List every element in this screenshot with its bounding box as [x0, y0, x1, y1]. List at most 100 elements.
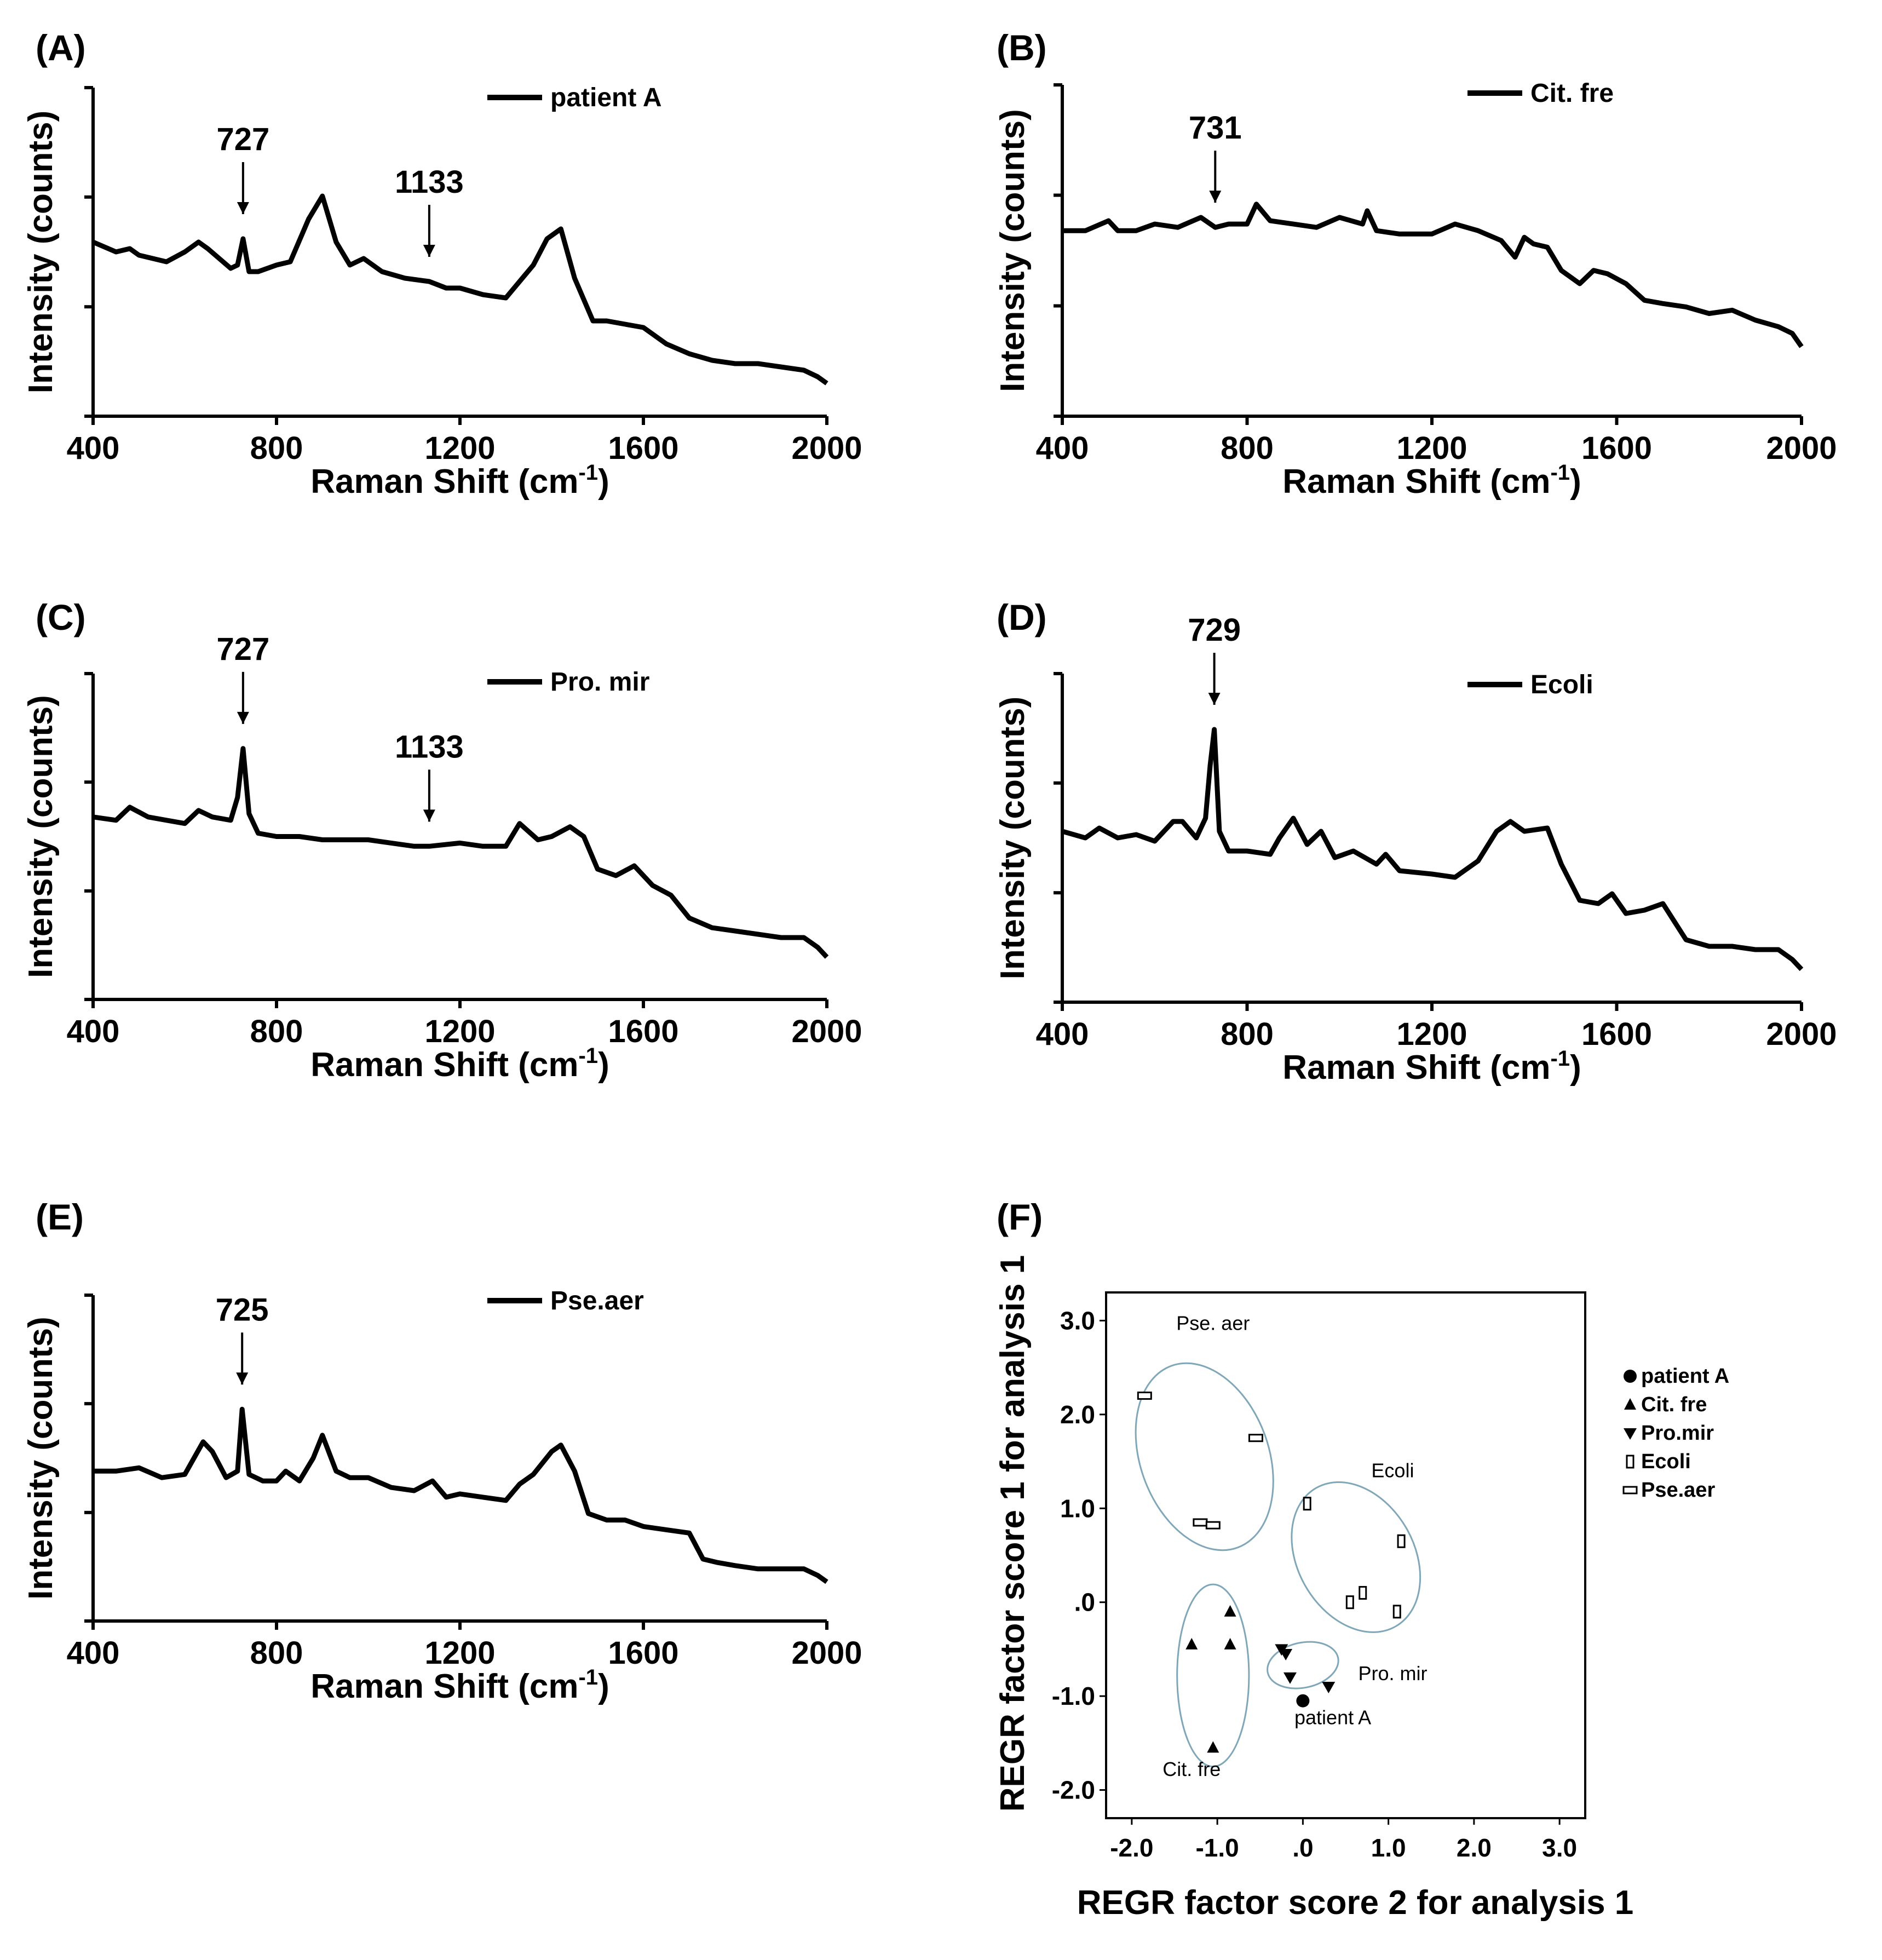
y-tick-label: 1.0 [1060, 1494, 1095, 1522]
peak-arrow-head [1209, 191, 1222, 203]
peak-label: 729 [1188, 612, 1241, 648]
y-axis-title: Intensity (counts) [22, 111, 60, 394]
peak-label: 731 [1189, 110, 1242, 146]
x-tick-label: 2000 [791, 1635, 862, 1671]
cluster-ellipse [1176, 1583, 1250, 1768]
scatter-point [1193, 1518, 1208, 1527]
panel-label: (F) [997, 1197, 1043, 1237]
x-tick-label: 800 [1221, 1016, 1274, 1052]
cluster-ellipse [1291, 1481, 1421, 1633]
scatter-point [1359, 1586, 1367, 1600]
legend-label: patient A [1641, 1365, 1729, 1388]
x-tick-label: .0 [1292, 1833, 1313, 1862]
x-tick-label: 2.0 [1457, 1833, 1492, 1862]
cluster-label: Pse. aer [1176, 1312, 1250, 1335]
cluster-label: Cit. fre [1162, 1758, 1221, 1780]
x-tick-label: 1200 [1396, 430, 1467, 466]
panel-label: (B) [997, 27, 1047, 68]
x-tick-label: 1200 [424, 1014, 495, 1049]
peak-label: 1133 [395, 164, 464, 200]
y-tick-label: .0 [1074, 1588, 1095, 1617]
x-tick-label: 400 [1036, 430, 1089, 466]
x-tick-label: 2000 [1766, 430, 1837, 466]
x-tick-label: 2000 [791, 1014, 862, 1049]
scatter-point [1397, 1534, 1406, 1548]
scatter-frame [1105, 1291, 1586, 1819]
x-tick-label: 3.0 [1542, 1833, 1577, 1862]
legend-label: Pse.aer [1641, 1479, 1715, 1502]
scatter-point [1224, 1605, 1236, 1617]
legend-label: Pro.mir [1641, 1422, 1714, 1445]
cluster-label: patient A [1294, 1706, 1371, 1729]
y-tick-label: 2.0 [1060, 1400, 1095, 1429]
x-tick-label: 1600 [608, 1635, 678, 1671]
x-tick-label: 1200 [424, 430, 495, 466]
legend-label: Cit. fre [1641, 1393, 1707, 1416]
panel-label: (A) [36, 27, 86, 68]
panel-f: (F) -2.0 -1.0 .0 1.0 2.0 3.0 -2.0 -1.0 .0 1.0 2.0 3.… [994, 1197, 1729, 1922]
panel-c: (C) 400 800 1200 1600 2000 Raman Shift (cm-1) I… [22, 597, 862, 1084]
legend-label: Cit. fre [1530, 79, 1614, 108]
x-tick-label: 1600 [1581, 430, 1652, 466]
peak-arrow-head [423, 245, 435, 257]
spectrum-line [1062, 202, 1804, 348]
scatter-point [1345, 1595, 1354, 1610]
y-axis-title: Intensity (counts) [994, 697, 1032, 980]
x-axis-title-close: ) [598, 1046, 609, 1084]
x-axis-title-main: Raman Shift (cm [310, 1046, 578, 1084]
scatter-point [1224, 1637, 1236, 1649]
scatter-point [1296, 1694, 1310, 1708]
x-tick-label: 400 [67, 1014, 120, 1049]
legend-label: patient A [550, 83, 662, 112]
scatter-point [1207, 1741, 1219, 1753]
scatter-point [1248, 1434, 1263, 1442]
x-axis-title-close: ) [1570, 463, 1581, 501]
legend-marker [1624, 1428, 1637, 1440]
y-axis-title: Intensity (counts) [22, 695, 60, 978]
spectrum-line [92, 193, 828, 386]
peak-arrow-head [237, 202, 249, 214]
peak-arrow-head [237, 711, 249, 724]
y-axis-title: Intensity (counts) [994, 109, 1032, 392]
peak-arrow-head [1208, 693, 1221, 705]
legend-marker [1622, 1486, 1638, 1495]
x-axis-title-close: ) [598, 463, 609, 501]
x-axis-title: REGR factor score 2 for analysis 1 [1077, 1884, 1634, 1922]
y-axis-title: Intensity (counts) [22, 1317, 60, 1600]
legend-label: Ecoli [1530, 670, 1593, 699]
x-axis-title-superscript: -1 [578, 461, 598, 485]
scatter-point [1185, 1637, 1198, 1649]
x-tick-label: 400 [67, 430, 120, 466]
peak-label: 727 [216, 122, 269, 157]
x-tick-label: 1600 [1581, 1016, 1652, 1052]
x-axis-title: Raman Shift (cm-1) [310, 1665, 609, 1705]
scatter-point [1283, 1672, 1297, 1684]
panel-label: (D) [997, 597, 1047, 637]
x-axis-title-close: ) [598, 1668, 609, 1705]
x-axis-title: Raman Shift (cm-1) [1282, 461, 1581, 501]
peak-label: 1133 [395, 729, 464, 765]
peak-label: 725 [216, 1292, 269, 1327]
x-tick-label: 1.0 [1371, 1833, 1406, 1862]
x-tick-label: -1.0 [1195, 1833, 1239, 1862]
scatter-point [1137, 1392, 1152, 1400]
spectrum-line [1061, 727, 1804, 972]
x-axis-title-close: ) [1570, 1049, 1581, 1087]
y-axis-title: REGR factor score 1 for analysis 1 [994, 1255, 1032, 1812]
legend-marker [1624, 1370, 1637, 1383]
panel-a: (A) 400 800 1200 1600 2000 Raman Shift (cm-1) I… [22, 27, 862, 501]
x-axis-title: Raman Shift (cm-1) [310, 1044, 609, 1084]
x-axis-title-superscript: -1 [578, 1665, 598, 1689]
scatter-point [1322, 1682, 1336, 1693]
scatter-point [1392, 1605, 1401, 1619]
x-tick-label: 1200 [1396, 1016, 1467, 1052]
x-axis-title-main: Raman Shift (cm [310, 463, 578, 501]
spectrum-line [93, 746, 829, 959]
cluster-label: Pro. mir [1358, 1662, 1427, 1685]
x-tick-label: 800 [1221, 430, 1274, 466]
x-axis-title-main: Raman Shift (cm [310, 1668, 578, 1705]
legend-label: Pse.aer [550, 1286, 644, 1315]
x-tick-label: 1600 [608, 1014, 678, 1049]
